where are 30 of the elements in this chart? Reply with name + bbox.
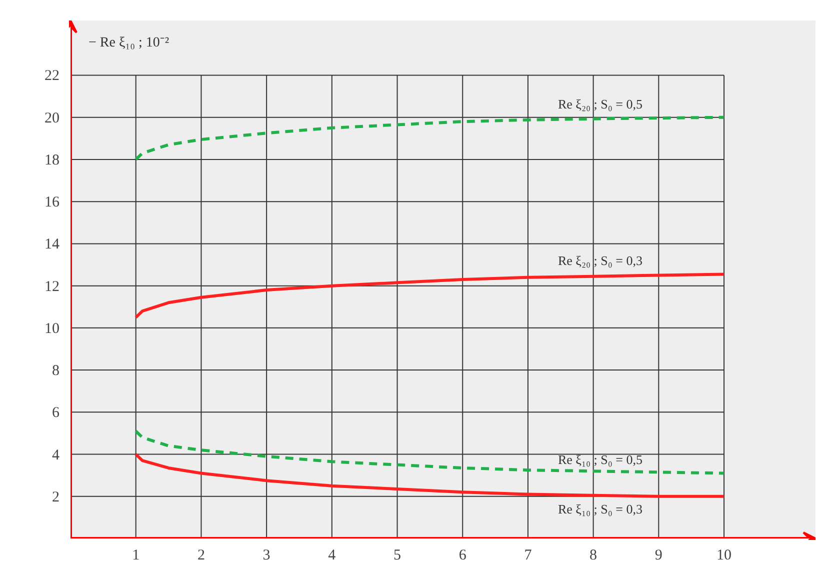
y-tick-label: 8 <box>52 363 60 380</box>
series-label: Re ξ₁₀ ; S₀ = 0,5 <box>558 452 642 468</box>
line-series <box>134 116 726 161</box>
y-tick-label: 20 <box>44 110 60 126</box>
line-series <box>134 430 726 475</box>
y-tick-label: 16 <box>44 194 60 211</box>
series-label: Re ξ₂₀ ; S₀ = 0,5 <box>558 96 642 112</box>
x-tick-label: 4 <box>328 548 336 564</box>
line-series <box>134 272 726 319</box>
series-label: Re ξ₂₀ ; S₀ = 0,3 <box>558 253 642 268</box>
x-tick-label: 8 <box>590 548 598 564</box>
x-tick-label: 6 <box>458 548 467 564</box>
y-tick-label: 2 <box>52 489 60 506</box>
x-tick-label: 10 <box>716 548 732 564</box>
x-tick-label: 9 <box>654 548 662 564</box>
x-tick-label: 2 <box>197 548 205 564</box>
y-axis-title: − Re ξ₁₀ ; 10⁻² <box>88 36 170 50</box>
y-tick-label: 18 <box>44 152 60 168</box>
y-tick-label: 10 <box>44 320 60 337</box>
y-tick-label: 22 <box>44 68 60 84</box>
x-tick-label: 1 <box>132 548 140 564</box>
series-label: Re ξ₁₀ ; S₀ = 0,3 <box>558 501 642 516</box>
y-tick-label: 14 <box>44 236 60 253</box>
x-tick-label: 5 <box>394 548 402 564</box>
line-series <box>134 452 726 498</box>
y-tick-label: 4 <box>52 447 60 464</box>
x-tick-label: 7 <box>524 548 532 564</box>
y-tick-label: 6 <box>52 405 60 422</box>
x-tick-label: 3 <box>262 548 270 564</box>
y-tick-label: 12 <box>44 278 60 295</box>
